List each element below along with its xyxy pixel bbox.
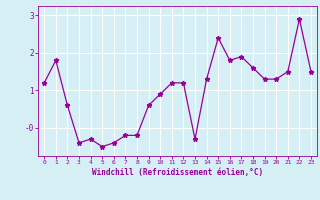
X-axis label: Windchill (Refroidissement éolien,°C): Windchill (Refroidissement éolien,°C) [92,168,263,177]
